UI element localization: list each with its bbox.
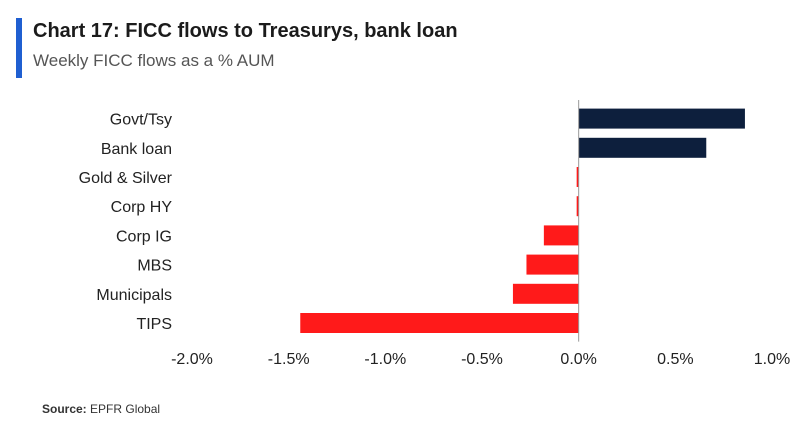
x-tick-label: 0.0% [560, 351, 596, 368]
category-label: TIPS [136, 316, 172, 333]
x-tick-label: -1.0% [364, 351, 406, 368]
x-tick-label: -2.0% [171, 351, 213, 368]
chart-title: Chart 17: FICC flows to Treasurys, bank … [33, 20, 458, 42]
category-label: Corp HY [111, 199, 173, 216]
x-tick-label: -1.5% [268, 351, 310, 368]
x-tick-label: 0.5% [657, 351, 693, 368]
category-label: Municipals [96, 287, 172, 304]
category-label: Corp IG [116, 228, 172, 245]
source-note: Source: EPFR Global [42, 402, 160, 416]
category-label: Govt/Tsy [110, 112, 172, 129]
bar [576, 196, 579, 217]
bar [526, 254, 579, 275]
x-tick-label: 1.0% [754, 351, 790, 368]
bar [578, 108, 745, 129]
category-label: Gold & Silver [79, 170, 173, 187]
title-accent-bar [16, 18, 22, 78]
bar [543, 225, 579, 246]
bar [300, 313, 579, 333]
x-tick-label: -0.5% [461, 351, 503, 368]
bar [578, 137, 707, 158]
category-label: Bank loan [101, 141, 172, 158]
category-label: MBS [137, 258, 172, 275]
source-text: EPFR Global [90, 402, 161, 416]
bar [576, 167, 579, 187]
chart-subtitle: Weekly FICC flows as a % AUM [33, 51, 275, 70]
bar [512, 283, 579, 304]
source-label: Source: [42, 402, 87, 416]
